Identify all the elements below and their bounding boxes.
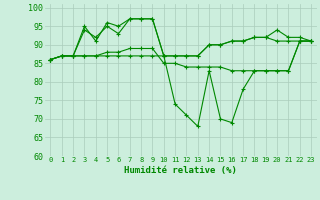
X-axis label: Humidité relative (%): Humidité relative (%) bbox=[124, 166, 237, 175]
